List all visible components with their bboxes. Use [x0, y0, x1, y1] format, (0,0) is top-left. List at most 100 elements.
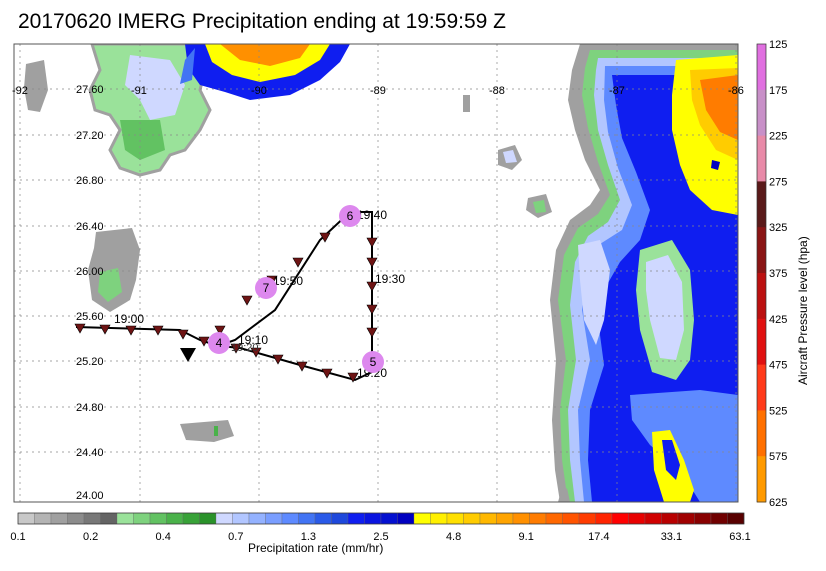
lon-label: -90 [251, 85, 267, 97]
lat-label: 27.60 [76, 84, 104, 96]
lat-label: 26.80 [76, 175, 104, 187]
precip-color-swatch [644, 512, 662, 525]
lat-label: 27.20 [76, 130, 104, 142]
precip-color-swatch [215, 512, 233, 525]
time-label: 19:20 [231, 342, 259, 354]
precip-color-swatch [232, 512, 250, 525]
aircraft-position-marker [180, 348, 196, 362]
time-label: 19:30 [375, 272, 405, 286]
precip-color-swatch [545, 512, 563, 525]
precipitation-colorbar: 0.1 0.2 0.4 0.7 1.3 2.5 4.8 9.1 17.4 33.1 63.1 [10, 512, 751, 543]
precip-color-swatch [199, 512, 217, 525]
pressure-colorbar-label: Aircraft Pressure level (hpa) [796, 236, 810, 385]
lon-label: -91 [131, 85, 147, 97]
lat-label: 24.40 [76, 447, 104, 459]
track-marker [321, 368, 333, 379]
track-marker [74, 323, 86, 334]
track-marker [214, 325, 226, 336]
track-marker [177, 329, 189, 340]
pressure-tick-label: 275 [769, 176, 787, 188]
lon-label: -89 [370, 85, 386, 97]
lon-label: -88 [489, 85, 505, 97]
track-marker [296, 361, 308, 372]
precip-color-swatch [298, 512, 316, 525]
precip-tick-label: 17.4 [588, 531, 609, 543]
precip-color-swatch [281, 512, 299, 525]
waypoint-marker: 5 [362, 351, 384, 373]
precip-color-swatch [578, 512, 596, 525]
track-marker [250, 347, 262, 358]
lon-label: -86 [728, 85, 744, 97]
precip-color-swatch [182, 512, 200, 525]
precip-tick-label: 0.2 [83, 531, 98, 543]
precipitation-colorbar-label: Precipitation rate (mm/hr) [248, 541, 384, 555]
lat-label: 26.00 [76, 266, 104, 278]
track-marker [347, 372, 359, 383]
pressure-color-swatch [757, 89, 766, 137]
precip-color-swatch [116, 512, 134, 525]
time-label: 19:10 [238, 333, 268, 347]
precip-color-swatch [479, 512, 497, 525]
precip-color-swatch [397, 512, 415, 525]
pressure-tick-label: 525 [769, 405, 787, 417]
precip-color-swatch [727, 512, 745, 525]
precip-color-swatch [628, 512, 646, 525]
precip-color-swatch [694, 512, 712, 525]
precip-color-swatch [595, 512, 613, 525]
track-marker [292, 257, 304, 268]
lon-label: -87 [609, 85, 625, 97]
precip-tick-label: 33.1 [661, 531, 682, 543]
pressure-color-swatch [757, 227, 766, 274]
track-marker [241, 295, 253, 306]
waypoint-label: 6 [347, 209, 354, 223]
precip-color-swatch [34, 512, 52, 525]
waypoints: 4 5 6 7 [208, 205, 384, 373]
lon-label: -92 [12, 85, 28, 97]
precip-color-swatch [463, 512, 481, 525]
time-label: 19:50 [273, 274, 303, 288]
map-title: 20170620 IMERG Precipitation ending at 1… [18, 10, 506, 33]
pressure-tick-label: 425 [769, 314, 787, 326]
precip-color-swatch [83, 512, 101, 525]
track-marker [366, 257, 378, 268]
precip-tick-label: 1.3 [301, 531, 316, 543]
precip-tick-label: 0.4 [156, 531, 171, 543]
time-label: 19:00 [114, 312, 144, 326]
precip-tick-label: 4.8 [446, 531, 461, 543]
track-marker [319, 232, 331, 243]
pressure-color-swatch [757, 364, 766, 411]
track-marker [272, 354, 284, 365]
precip-color-swatch [661, 512, 679, 525]
waypoint-marker: 4 [208, 332, 230, 354]
precip-color-swatch [710, 512, 728, 525]
longitude-labels: -92 -91 -90 -89 -88 -87 -86 [12, 85, 744, 97]
precip-color-swatch [17, 512, 35, 525]
track-marker [366, 237, 378, 248]
precip-color-swatch [529, 512, 547, 525]
precip-color-swatch [562, 512, 580, 525]
waypoint-marker: 6 [339, 205, 361, 227]
precip-color-swatch [100, 512, 118, 525]
pressure-tick-label: 225 [769, 131, 787, 143]
precip-tick-label: 2.5 [373, 531, 388, 543]
waypoint-label: 7 [263, 281, 270, 295]
precip-color-swatch [496, 512, 514, 525]
track-marker [125, 325, 137, 336]
time-labels: 19:00 19:10 19:20 19:30 19:50 19:40 19:2… [114, 208, 405, 380]
precip-tick-label: 63.1 [729, 531, 750, 543]
waypoint-marker: 7 [255, 277, 277, 299]
precip-color-swatch [512, 512, 530, 525]
latitude-labels: 27.60 27.20 26.80 26.40 26.00 25.60 25.2… [76, 84, 104, 502]
precip-color-swatch [611, 512, 629, 525]
track-marker [99, 324, 111, 335]
lat-label: 25.60 [76, 311, 104, 323]
precip-color-swatch [50, 512, 68, 525]
precip-color-swatch [677, 512, 695, 525]
track-marker [366, 281, 378, 292]
lat-label: 24.80 [76, 402, 104, 414]
precip-color-swatch [265, 512, 283, 525]
precip-color-swatch [133, 512, 151, 525]
pressure-color-swatch [757, 273, 766, 320]
map-frame [13, 43, 739, 503]
pressure-color-swatch [757, 456, 766, 503]
